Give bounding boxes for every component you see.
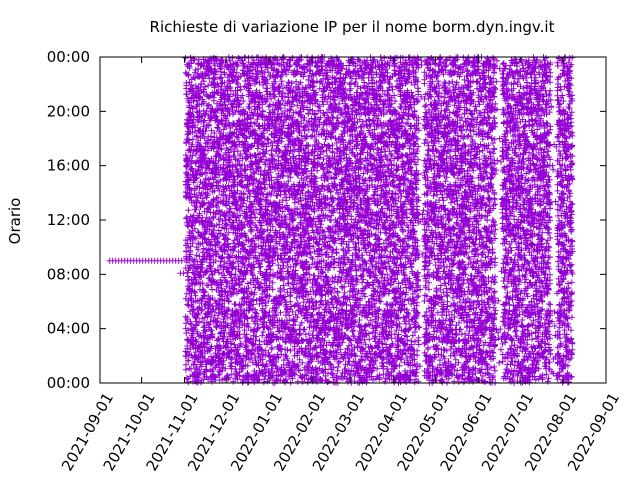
chart-title: Richieste di variazione IP per il nome b…	[150, 18, 555, 36]
y-tick-label: 20:00	[47, 102, 90, 120]
y-tick-label: 04:00	[47, 320, 90, 338]
y-tick-label: 16:00	[47, 157, 90, 175]
y-tick-label: 12:00	[47, 211, 90, 229]
y-tick-label: 00:00	[47, 374, 90, 392]
y-tick-label: 08:00	[47, 265, 90, 283]
series-1-markers	[177, 270, 187, 277]
plot-marks	[106, 54, 576, 386]
series-0-markers	[106, 257, 185, 264]
y-tick-label: 00:00	[47, 48, 90, 66]
y-axis: 00:00 04:00 08:00 12:00 16:00 20:00 00:00	[47, 48, 606, 392]
y-axis-label: Orario	[6, 198, 24, 245]
series-2-markers	[182, 54, 576, 386]
